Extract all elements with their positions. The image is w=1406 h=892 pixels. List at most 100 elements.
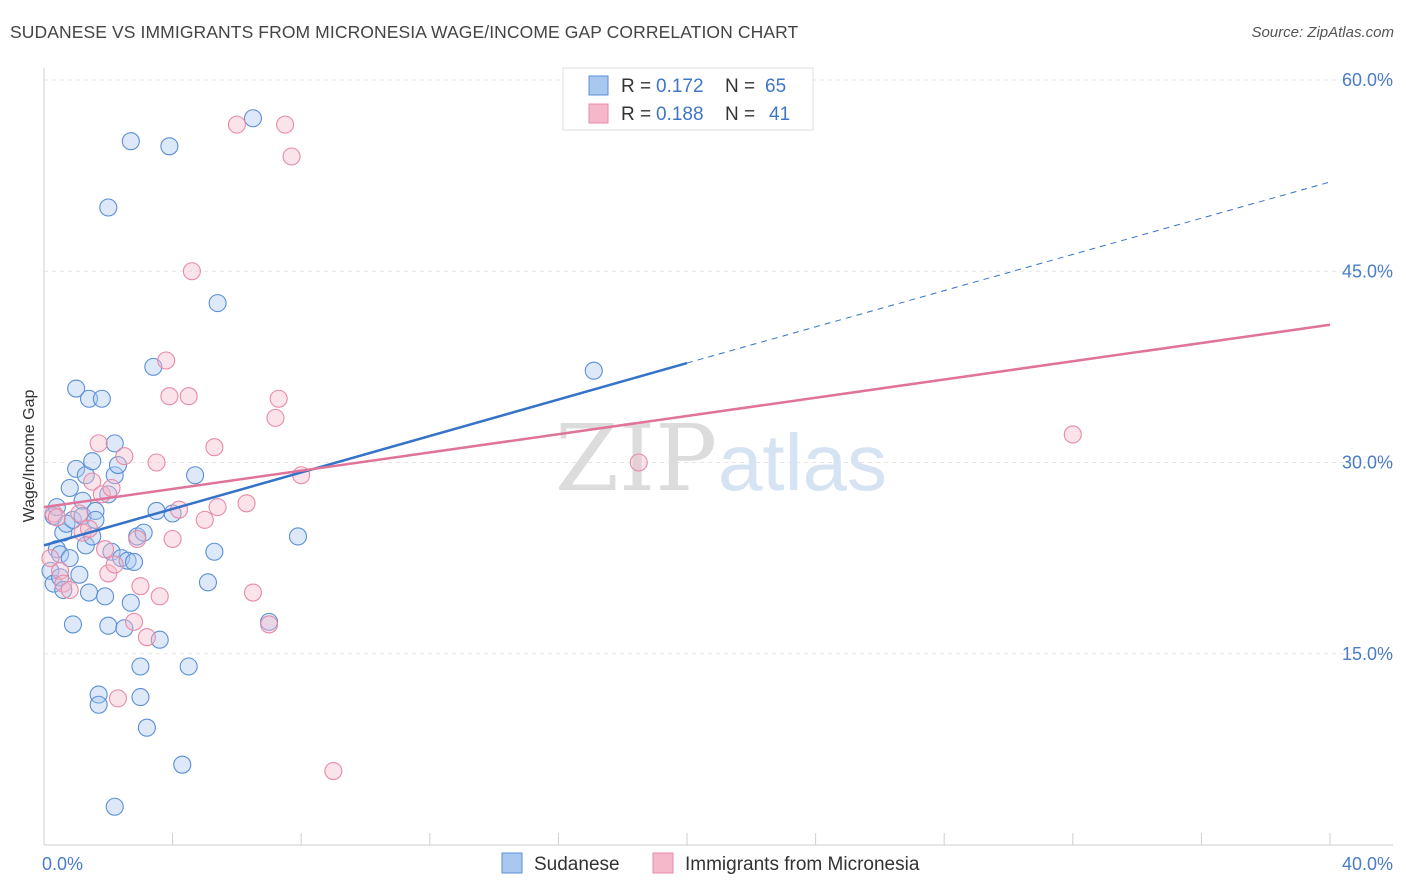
point-sudanese [205, 542, 224, 561]
legend-swatch-micronesia [588, 103, 609, 124]
bottom-legend: Sudanese Immigrants from Micronesia [501, 852, 920, 875]
point-sudanese [108, 455, 127, 475]
point-micronesia [259, 615, 279, 634]
watermark: ZIP atlas [555, 405, 887, 512]
point-sudanese [79, 389, 99, 408]
point-sudanese [115, 619, 134, 638]
y-axis-label: Wage/Income Gap [21, 390, 38, 523]
point-micronesia [83, 472, 102, 491]
point-sudanese [137, 718, 156, 737]
legend-n-value-1: 65 [765, 76, 786, 97]
point-sudanese [134, 523, 153, 542]
x-tick-label-max: 40.0% [1342, 854, 1393, 874]
point-micronesia [105, 555, 124, 574]
trendline-micronesia [43, 323, 1331, 509]
point-sudanese [54, 580, 73, 600]
point-sudanese [179, 657, 198, 676]
point-sudanese [208, 294, 227, 313]
point-micronesia [147, 453, 166, 472]
point-micronesia [137, 628, 156, 647]
point-micronesia [150, 587, 169, 606]
point-sudanese [124, 552, 144, 572]
point-micronesia [276, 115, 295, 134]
point-micronesia [70, 504, 89, 523]
point-sudanese [121, 593, 140, 612]
point-sudanese [99, 616, 118, 635]
point-micronesia [128, 529, 147, 549]
point-sudanese [160, 137, 179, 156]
watermark-atlas: atlas [718, 418, 887, 507]
point-micronesia [205, 438, 224, 457]
point-sudanese [131, 688, 150, 707]
point-sudanese [584, 361, 603, 380]
point-micronesia [89, 434, 108, 453]
point-micronesia [108, 689, 127, 708]
point-sudanese [60, 549, 79, 568]
bottom-legend-swatch-sudanese [501, 852, 523, 874]
point-sudanese [60, 478, 79, 498]
legend-r-label-2: R = [621, 104, 651, 125]
point-micronesia [96, 540, 115, 559]
point-sudanese [79, 583, 99, 602]
y-tick-label: 15.0% [1342, 644, 1393, 664]
point-micronesia [160, 387, 179, 406]
point-sudanese [63, 615, 82, 634]
legend-swatch-sudanese [588, 75, 609, 96]
point-micronesia [243, 583, 263, 602]
point-sudanese [83, 452, 102, 471]
point-micronesia [41, 549, 60, 568]
bottom-legend-swatch-micronesia [652, 852, 674, 874]
axes [43, 68, 1393, 846]
point-sudanese [198, 573, 218, 592]
point-micronesia [227, 115, 246, 134]
point-micronesia [99, 564, 118, 583]
point-micronesia [47, 508, 66, 527]
legend-r-value-2: 0.188 [656, 104, 704, 125]
point-sudanese [92, 389, 111, 408]
point-micronesia [179, 387, 198, 406]
point-micronesia [237, 494, 256, 513]
point-micronesia [195, 510, 214, 529]
point-micronesia [269, 389, 288, 408]
point-micronesia [324, 761, 343, 781]
point-micronesia [102, 478, 121, 498]
legend-r-label-1: R = [621, 76, 651, 97]
trendline-sudanese [43, 361, 688, 547]
point-micronesia [182, 262, 201, 281]
point-micronesia [115, 447, 134, 466]
trendlines [43, 181, 1331, 547]
point-sudanese [89, 685, 108, 704]
legend-box: R = 0.172 N = 65 R = 0.188 N = 41 [562, 67, 814, 131]
chart-title: SUDANESE VS IMMIGRANTS FROM MICRONESIA W… [10, 22, 799, 42]
legend-n-value-2: 41 [769, 104, 790, 125]
bottom-legend-label-micronesia: Immigrants from Micronesia [685, 854, 920, 875]
point-micronesia [124, 612, 144, 631]
point-sudanese [67, 459, 86, 478]
trendline-sudanese-extension [686, 181, 1331, 364]
point-sudanese [99, 198, 118, 217]
point-sudanese [89, 695, 108, 714]
y-tick-label: 30.0% [1342, 453, 1393, 473]
y-tick-label: 60.0% [1342, 70, 1393, 90]
data-points [41, 109, 1082, 816]
point-sudanese [67, 379, 86, 398]
point-sudanese [86, 510, 105, 529]
legend-r-value-1: 0.172 [656, 76, 704, 97]
point-micronesia [60, 580, 79, 600]
point-micronesia [131, 577, 150, 596]
point-micronesia [629, 453, 648, 472]
bottom-legend-label-sudanese: Sudanese [534, 854, 620, 875]
source-credit: Source: ZipAtlas.com [1251, 24, 1394, 41]
y-tick-label: 45.0% [1342, 261, 1393, 281]
point-micronesia [282, 147, 301, 166]
point-micronesia [54, 574, 73, 593]
point-micronesia [208, 498, 227, 517]
point-sudanese [70, 565, 89, 584]
point-micronesia [1063, 425, 1082, 444]
point-micronesia [266, 408, 285, 427]
tick-labels: 15.0% 30.0% 45.0% 60.0% 0.0% 40.0% [42, 70, 1393, 874]
legend-n-label-2: N = [725, 104, 755, 125]
point-sudanese [243, 109, 263, 128]
point-sudanese [173, 755, 192, 774]
